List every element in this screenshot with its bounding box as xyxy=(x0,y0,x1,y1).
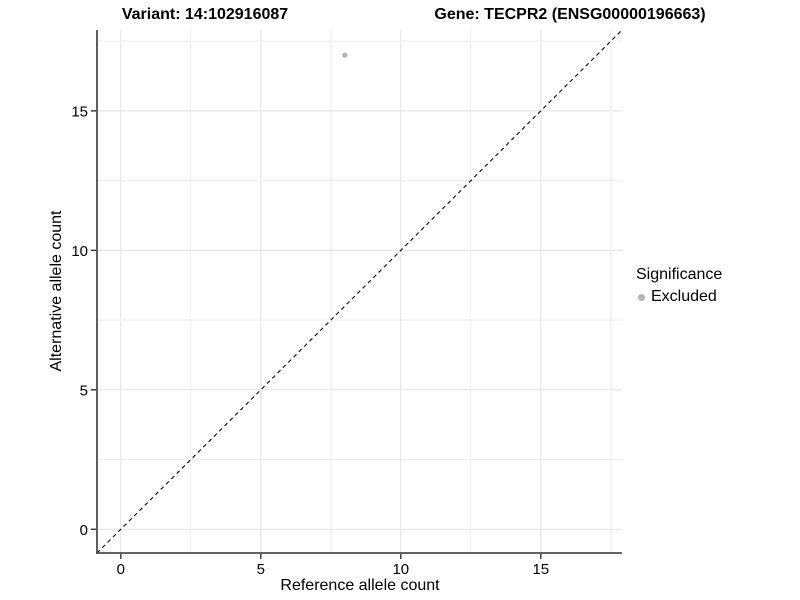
y-tick-label: 0 xyxy=(80,522,88,539)
variant-title: Variant: 14:102916087 xyxy=(121,6,289,23)
y-tick-label: 5 xyxy=(80,382,88,399)
y-tick-label: 10 xyxy=(71,243,88,260)
legend-item-excluded: Excluded xyxy=(636,288,722,306)
identity-line xyxy=(96,29,623,554)
legend: Significance Excluded xyxy=(636,266,722,306)
x-tick-label: 0 xyxy=(117,561,125,578)
legend-point-icon xyxy=(638,293,645,301)
data-point xyxy=(342,52,348,58)
gene-title: Gene: TECPR2 (ENSG00000196663) xyxy=(434,6,706,23)
y-axis-title: Alternative allele count xyxy=(48,210,65,372)
legend-item-label: Excluded xyxy=(651,288,717,305)
x-axis-title: Reference allele count xyxy=(280,577,440,594)
x-tick-label: 10 xyxy=(392,561,409,578)
x-tick-label: 5 xyxy=(257,561,265,578)
x-tick-label: 15 xyxy=(532,561,549,578)
legend-title: Significance xyxy=(636,266,723,283)
y-tick-label: 15 xyxy=(71,103,88,120)
